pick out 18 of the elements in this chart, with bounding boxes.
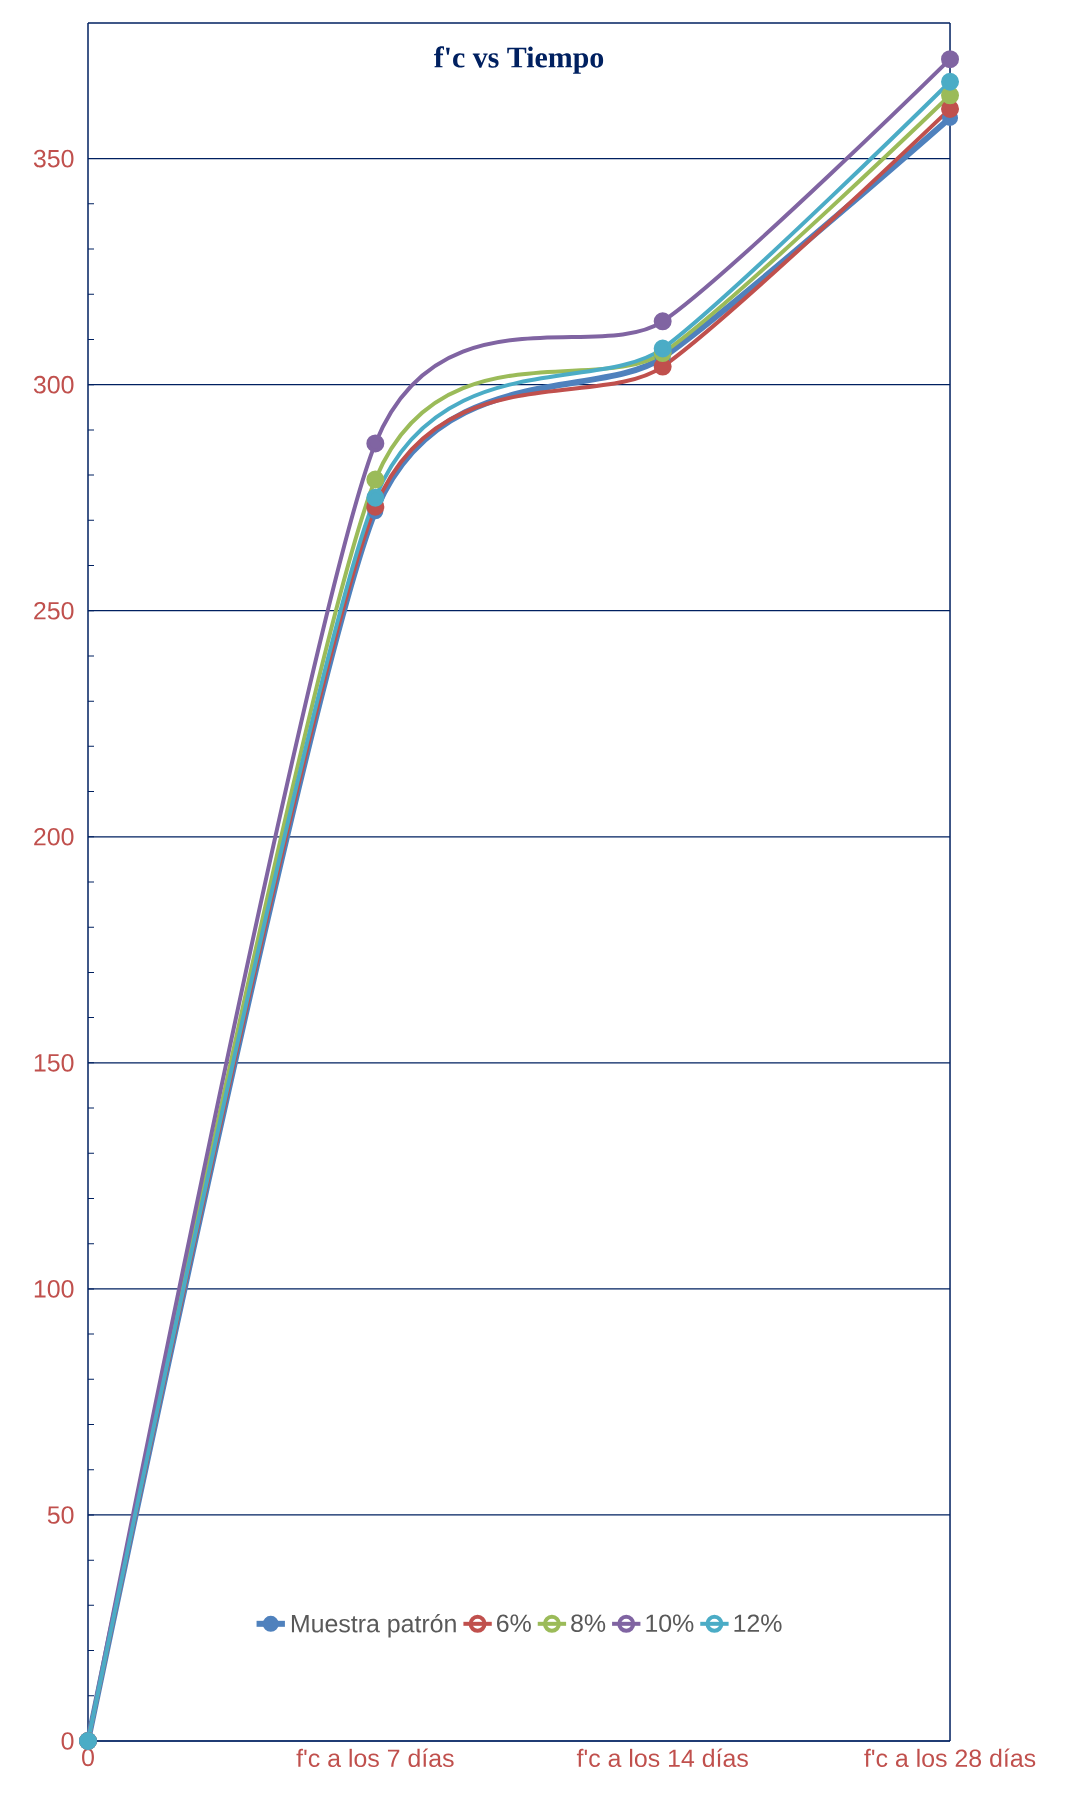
y-tick-label: 50 xyxy=(47,1506,74,1524)
text: f'c vs Tiempo xyxy=(433,46,604,74)
y-tick-label: 200 xyxy=(34,827,74,846)
y-tick-label: 150 xyxy=(34,1054,74,1072)
y-tick-label: 350 xyxy=(33,149,74,168)
y-tick-label: 100 xyxy=(34,1280,74,1298)
y-tick-label: 250 xyxy=(34,601,74,620)
legend-label: 10% xyxy=(646,1614,694,1633)
x-tick-label: f'c a los 7 días xyxy=(296,1748,454,1768)
legend-label: Muestra patrón xyxy=(291,1613,456,1638)
legend-label: 6% xyxy=(497,1614,531,1633)
legend-label: 8% xyxy=(571,1614,606,1633)
x-tick-label: f'c a los 28 días xyxy=(864,1748,1036,1768)
y-tick-label: 0 xyxy=(61,1732,74,1750)
x-tick-label: 0 xyxy=(82,1748,94,1767)
x-tick-label: f'c a los 14 días xyxy=(576,1748,748,1768)
y-tick-label: 300 xyxy=(33,375,74,394)
legend-label: 12% xyxy=(734,1614,782,1632)
